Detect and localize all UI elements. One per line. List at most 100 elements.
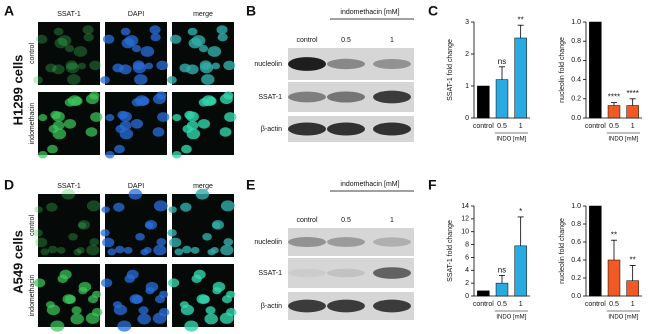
cell: [168, 206, 177, 214]
y-tick-label: 0.2: [571, 96, 581, 103]
cell: [223, 238, 234, 246]
cell: [86, 200, 101, 212]
blot-treatment: indomethacin [mM]: [340, 181, 399, 188]
cell: [140, 46, 155, 57]
cell: [45, 63, 57, 73]
lane-label: 1: [390, 217, 394, 224]
cell: [190, 246, 200, 254]
cell: [86, 244, 100, 256]
cell: [128, 188, 143, 200]
y-tick-label: 4: [465, 267, 469, 274]
cell: [107, 248, 117, 256]
y-axis-label: SSAT-1 fold change: [447, 220, 454, 282]
cell: [225, 307, 237, 317]
cell: [149, 25, 161, 35]
protein-label: SSAT-1: [258, 270, 282, 277]
bar: [477, 85, 490, 119]
cell: [112, 301, 122, 309]
cell: [153, 244, 167, 256]
cell: [220, 244, 234, 256]
column-header: DAPI: [128, 183, 144, 190]
condition-label: control: [29, 43, 36, 64]
protein-label: SSAT-1: [258, 94, 282, 101]
cell: [182, 245, 192, 254]
cell: [33, 76, 43, 84]
cell: [219, 93, 233, 105]
cell: [169, 34, 182, 44]
lane-label: control: [296, 37, 317, 44]
blot-band: [327, 237, 365, 247]
x-tick-label: 1: [519, 123, 523, 130]
cell: [219, 127, 232, 137]
cell: [130, 118, 144, 129]
cell: [132, 62, 147, 74]
cell: [145, 281, 159, 292]
bar: [607, 105, 621, 119]
cell: [59, 269, 72, 280]
cell: [70, 313, 84, 325]
cell: [40, 248, 50, 256]
cell: [182, 124, 193, 134]
y-tick-label: 0.8: [571, 38, 581, 45]
cell: [100, 278, 113, 288]
cell: [172, 114, 182, 122]
panel-letter: A: [4, 3, 14, 19]
micrograph: [38, 194, 100, 257]
cell: [73, 46, 88, 57]
cell: [65, 62, 80, 74]
group-label: INDO [mM]: [496, 137, 526, 143]
cell: [191, 35, 206, 47]
x-tick-label: control: [585, 123, 606, 130]
cell: [156, 60, 169, 71]
blot-band: [288, 91, 326, 103]
lane-label: 1: [390, 37, 394, 44]
blot-band: [288, 57, 326, 71]
cell: [119, 111, 132, 122]
cell: [45, 301, 55, 309]
cell: [50, 320, 65, 332]
cell: [38, 151, 48, 159]
group-label: INDO [mM]: [608, 137, 638, 143]
cell: [78, 222, 87, 229]
cell: [138, 306, 149, 315]
cell: [101, 206, 110, 214]
cell: [153, 200, 168, 212]
blot-treatment: indomethacin [mM]: [340, 9, 399, 16]
protein-label: β-actin: [261, 303, 282, 310]
column-header: merge: [193, 11, 213, 18]
cell: [54, 37, 68, 49]
lane-label: control: [296, 217, 317, 224]
significance: **: [518, 15, 524, 24]
y-axis-label: nucleolin fold change: [559, 218, 566, 284]
cell: [152, 93, 166, 105]
cell-line-label: A549 cells: [10, 230, 25, 294]
bar: [495, 282, 509, 297]
cell-line-label: H1299 cells: [10, 55, 25, 126]
panel-letter: B: [246, 3, 256, 19]
cell: [113, 202, 125, 212]
cell: [124, 35, 139, 47]
cell: [197, 118, 211, 129]
cell: [77, 219, 91, 230]
y-tick-label: 0.8: [571, 221, 581, 228]
y-tick-label: 0: [465, 115, 469, 122]
blot-band: [373, 267, 411, 279]
cell: [134, 74, 148, 85]
blot-band: [373, 58, 411, 70]
bar: [495, 79, 509, 119]
cell: [35, 237, 48, 248]
significance: ns: [498, 57, 506, 66]
cell: [115, 245, 125, 254]
cell: [143, 246, 152, 254]
blot-band: [288, 299, 326, 313]
cell: [64, 44, 75, 53]
bar: [626, 105, 639, 119]
cell: [65, 60, 78, 70]
cell: [186, 64, 199, 75]
cell: [216, 25, 228, 35]
cell: [180, 202, 192, 212]
blot-band: [373, 122, 411, 136]
cell: [137, 313, 151, 325]
significance: ****: [626, 89, 638, 98]
x-tick-label: control: [585, 301, 606, 308]
